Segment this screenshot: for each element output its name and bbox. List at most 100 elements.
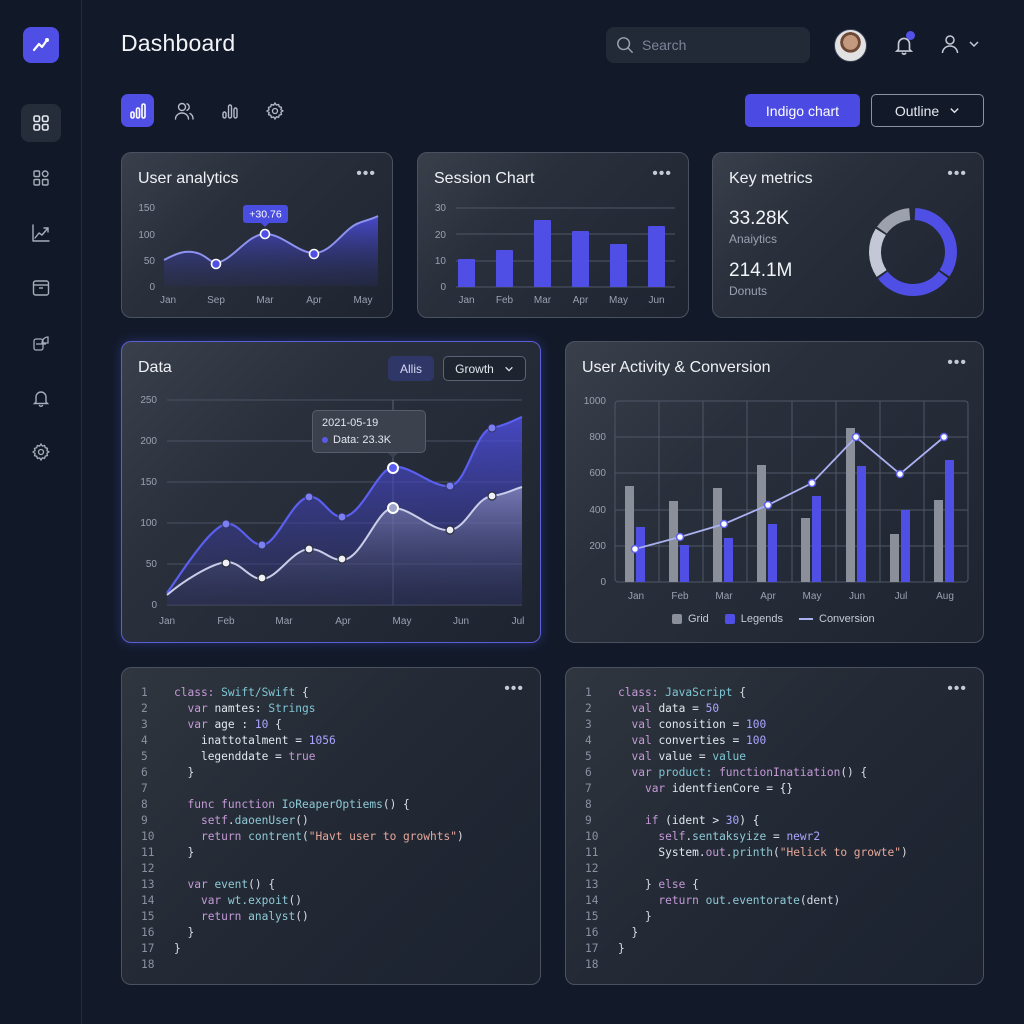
more-options-button[interactable]: ••• <box>356 165 376 182</box>
code-line: 1 class: JavaScript { <box>578 685 908 701</box>
line-number: 2 <box>141 702 148 715</box>
sidebar-item-devices[interactable] <box>21 324 61 362</box>
more-options-button[interactable]: ••• <box>947 354 967 371</box>
line-number: 11 <box>585 846 599 859</box>
legend-item-conversion[interactable]: Conversion <box>799 613 875 625</box>
code-token: val <box>631 750 659 763</box>
legend-item-legends[interactable]: Legends <box>724 613 783 625</box>
code-token: () { <box>840 766 868 779</box>
trend-line-icon <box>32 38 49 52</box>
legend-swatch <box>672 614 682 624</box>
code-token: class: <box>618 686 666 699</box>
sidebar-item-overview[interactable] <box>21 104 61 142</box>
legend-item-grid[interactable]: Grid <box>672 613 709 625</box>
bell-icon <box>32 391 50 407</box>
code-line: 12 <box>578 861 908 877</box>
code-token: class: <box>174 686 222 699</box>
code-token: printh <box>732 846 773 859</box>
more-options-button[interactable]: ••• <box>947 680 967 697</box>
code-line: 10 self. sentaksyize = newr2 <box>578 829 908 845</box>
tab-bar-chart-outline[interactable] <box>213 94 246 127</box>
code-token <box>221 893 228 909</box>
code-line: 13 var event() { <box>134 877 464 893</box>
donut-chart <box>869 208 957 296</box>
user-menu[interactable] <box>940 34 980 54</box>
svg-text:1000: 1000 <box>584 396 607 407</box>
svg-text:Jul: Jul <box>895 591 908 602</box>
search-box[interactable] <box>606 27 810 63</box>
svg-text:Jun: Jun <box>648 295 664 306</box>
line-number: 7 <box>141 782 148 795</box>
code-token: ( <box>302 830 309 843</box>
code-token <box>618 701 631 717</box>
svg-text:May: May <box>354 295 373 306</box>
avatar[interactable] <box>834 29 867 62</box>
code-token: } <box>174 766 195 779</box>
svg-text:Aug: Aug <box>936 591 954 602</box>
notifications-bell-icon[interactable] <box>893 34 915 56</box>
code-line: 18 <box>578 957 908 973</box>
svg-text:250: 250 <box>140 395 157 406</box>
session-bar-chart: 30 20 10 0 Jan Feb Mar Apr May Jun <box>435 203 675 306</box>
code-token: { <box>268 718 282 731</box>
outline-dropdown-button[interactable]: Outline <box>871 94 984 127</box>
svg-text:Apr: Apr <box>335 616 351 627</box>
code-token: (ident > <box>665 814 726 827</box>
code-token: System. <box>658 846 706 859</box>
more-options-button[interactable]: ••• <box>947 165 967 182</box>
tab-users[interactable] <box>167 94 200 127</box>
svg-text:600: 600 <box>589 468 606 479</box>
session-chart-card: Session Chart ••• 30 20 10 0 Jan Feb Mar Apr Ma… <box>417 152 689 318</box>
line-number: 8 <box>141 798 148 811</box>
code-token: ( <box>772 846 780 859</box>
code-line: 14 var wt.expoit() <box>134 893 464 909</box>
sidebar-item-notifications[interactable] <box>21 379 61 417</box>
code-editor[interactable]: 1 class: Swift/Swift {2 var namtes: Strin… <box>134 685 464 973</box>
code-token: { <box>732 686 746 699</box>
code-token <box>174 717 187 733</box>
code-token <box>174 829 201 845</box>
tab-bar-chart[interactable] <box>121 94 154 127</box>
search-input[interactable] <box>642 37 792 53</box>
card-title: Key metrics <box>729 170 813 187</box>
code-line: 15 } <box>578 909 908 925</box>
code-token: 100 <box>746 718 767 731</box>
code-token: var <box>200 894 222 907</box>
code-token: data = <box>658 702 706 715</box>
code-token: var <box>187 878 215 891</box>
sidebar-item-apps[interactable] <box>21 159 61 197</box>
growth-dropdown[interactable]: Growth <box>443 356 526 381</box>
chart-tooltip: 2021-05-19 Data: 23.3K <box>312 410 426 453</box>
more-options-button[interactable]: ••• <box>504 680 524 697</box>
svg-text:Jun: Jun <box>849 591 865 602</box>
more-options-button[interactable]: ••• <box>652 165 672 182</box>
code-token: var <box>631 766 659 779</box>
legend-label: Legends <box>740 613 783 625</box>
code-line: 17} <box>134 941 464 957</box>
users-icon <box>174 102 194 120</box>
indigo-chart-button[interactable]: Indigo chart <box>745 94 860 127</box>
code-token: identfienCore = {} <box>671 782 794 795</box>
sidebar-item-settings[interactable] <box>21 433 61 471</box>
code-token: return <box>200 910 249 923</box>
tab-settings[interactable] <box>258 94 291 127</box>
allis-filter-button[interactable]: Allis <box>388 356 434 381</box>
sidebar-item-analytics[interactable] <box>21 214 61 252</box>
svg-text:30: 30 <box>435 203 447 214</box>
line-number: 10 <box>585 830 599 843</box>
code-token <box>174 733 201 749</box>
code-token: 50 <box>705 702 720 715</box>
bar-chart-icon <box>129 102 146 119</box>
code-token: out.eventorate <box>705 894 800 907</box>
key-metrics-card: Key metrics ••• 33.28K Anaiytics 214.1M … <box>712 152 984 318</box>
code-token <box>174 701 187 717</box>
code-token: (dent) <box>799 894 841 907</box>
data-area-chart: 250 200 150 100 50 0 Jan Feb Mar Apr May Jun Jul <box>140 395 524 627</box>
code-token <box>618 829 658 845</box>
app-logo[interactable] <box>23 27 59 63</box>
sidebar-item-window[interactable] <box>21 269 61 307</box>
code-editor[interactable]: 1 class: JavaScript {2 val data = 50 3 val… <box>578 685 908 973</box>
code-line: 6 } <box>134 765 464 781</box>
code-token: . <box>725 846 733 859</box>
code-line: 14 return out.eventorate (dent) <box>578 893 908 909</box>
